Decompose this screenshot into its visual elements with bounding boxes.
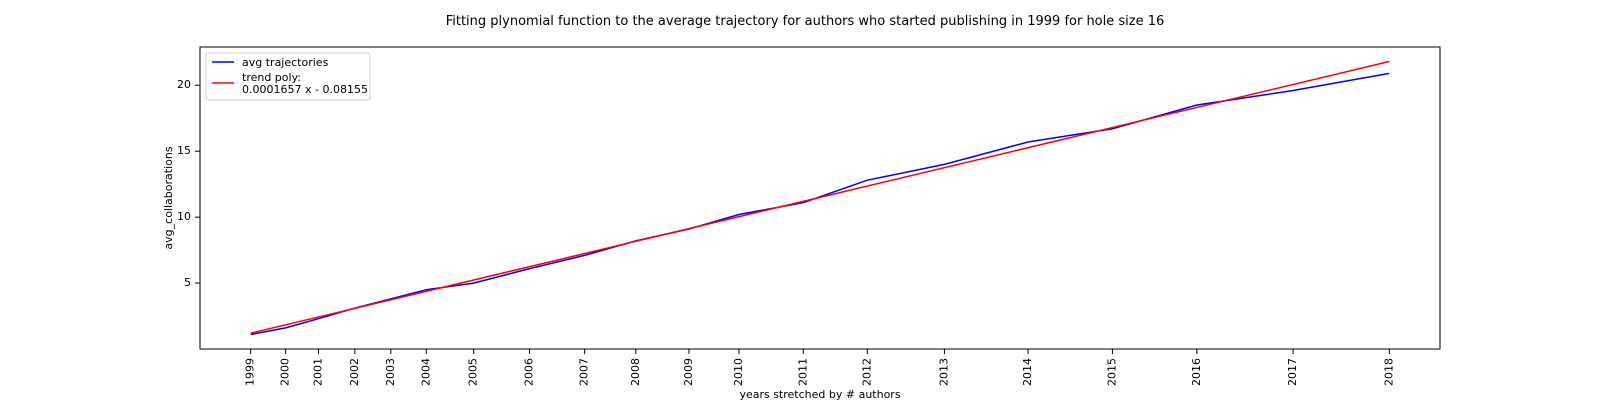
legend-label-trend-poly-line2: 0.0001657 x - 0.08155 — [242, 83, 368, 96]
x-tick-label: 2000 — [279, 358, 292, 386]
legend-label-trend-poly-line1: trend poly: — [242, 71, 301, 84]
legend-box — [205, 52, 371, 101]
y-tick-label: 10 — [177, 210, 191, 223]
series-line-avg-trajectories — [250, 72, 1390, 336]
x-tick-label: 2018 — [1382, 358, 1395, 386]
x-tick-label: 2009 — [682, 358, 695, 386]
y-tick-label: 5 — [184, 276, 191, 289]
x-tick-label: 2006 — [523, 358, 536, 386]
x-tick-label: 2008 — [629, 358, 642, 386]
series-layer — [250, 60, 1390, 336]
series-line-trend-poly — [250, 60, 1390, 334]
x-tick-label: 2016 — [1190, 358, 1203, 386]
x-axis-label: years stretched by # authors — [739, 388, 900, 400]
x-tick-label: 2002 — [348, 358, 361, 386]
x-tick-label: 2017 — [1286, 358, 1299, 386]
x-tick-label: 2007 — [578, 358, 591, 386]
y-axis: 5 10 15 20 — [177, 78, 200, 289]
x-tick-label: 2004 — [419, 358, 432, 386]
plot-area — [199, 46, 1441, 350]
x-axis: 1999 2000 2001 2002 2003 2004 2005 2006 2007 2008… — [244, 349, 1395, 386]
x-tick-label: 2012 — [860, 358, 873, 386]
y-tick-label: 20 — [177, 78, 191, 91]
x-tick-label: 2015 — [1105, 358, 1118, 386]
x-tick-label: 2011 — [796, 358, 809, 386]
x-tick-label: 2013 — [937, 358, 950, 386]
x-tick-label: 1999 — [244, 358, 257, 386]
legend-label-avg-trajectories: avg trajectories — [242, 56, 329, 69]
x-tick-label: 2005 — [467, 358, 480, 386]
x-tick-label: 2014 — [1021, 358, 1034, 386]
x-tick-label: 2001 — [312, 358, 325, 386]
x-tick-label: 2010 — [732, 358, 745, 386]
y-axis-label: avg_collaborations — [162, 146, 175, 249]
y-tick-label: 15 — [177, 144, 191, 157]
chart-title: Fitting plynomial function to the averag… — [446, 14, 1165, 29]
x-tick-label: 2003 — [384, 358, 397, 386]
legend: avg trajectories trend poly: 0.0001657 x… — [205, 52, 371, 101]
